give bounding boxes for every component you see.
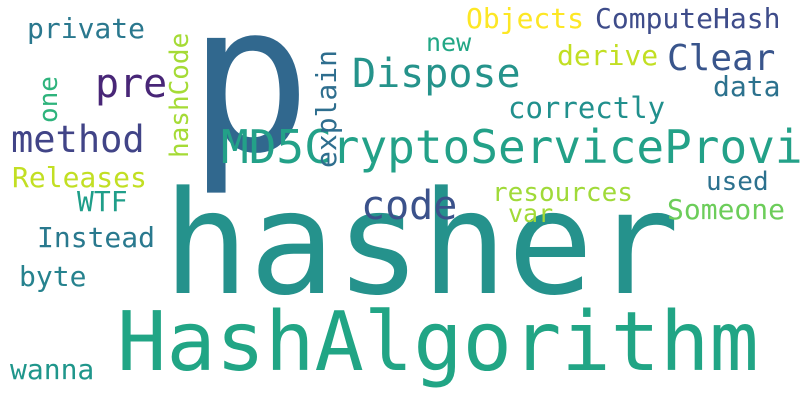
word-objects: Objects [466,2,585,35]
word-instead: Instead [37,221,156,254]
word-hasher: hasher [163,160,680,327]
word-hashcode: hashCode [165,32,195,158]
word-new: new [426,28,472,57]
word-correctly: correctly [508,91,666,125]
word-computehash: ComputeHash [595,2,781,35]
word-hashalgorithm: HashAlgorithm [117,295,759,390]
word-used: used [706,167,769,197]
word-var: var [508,199,554,228]
word-data: data [713,70,781,103]
word-private: private [27,12,146,45]
word-one: one [34,76,64,123]
word-clear: Clear [667,38,776,79]
word-wanna: wanna [10,353,95,386]
word-p: p [188,0,312,199]
word-dispose: Dispose [352,51,521,97]
word-resources: resources [492,178,633,208]
word-byte: byte [19,260,87,293]
word-derive: derive [557,39,659,72]
word-pre: pre [95,61,168,107]
word-wtf: WTF [77,185,128,218]
word-md5cryptoserviceprovider: MD5CryptoServiceProvider [221,120,800,174]
word-releases: Releases [12,161,147,194]
word-method: method [11,118,145,161]
word-code: code [361,183,458,229]
word-explain: explain [310,49,343,168]
word-someone: Someone [667,193,786,226]
